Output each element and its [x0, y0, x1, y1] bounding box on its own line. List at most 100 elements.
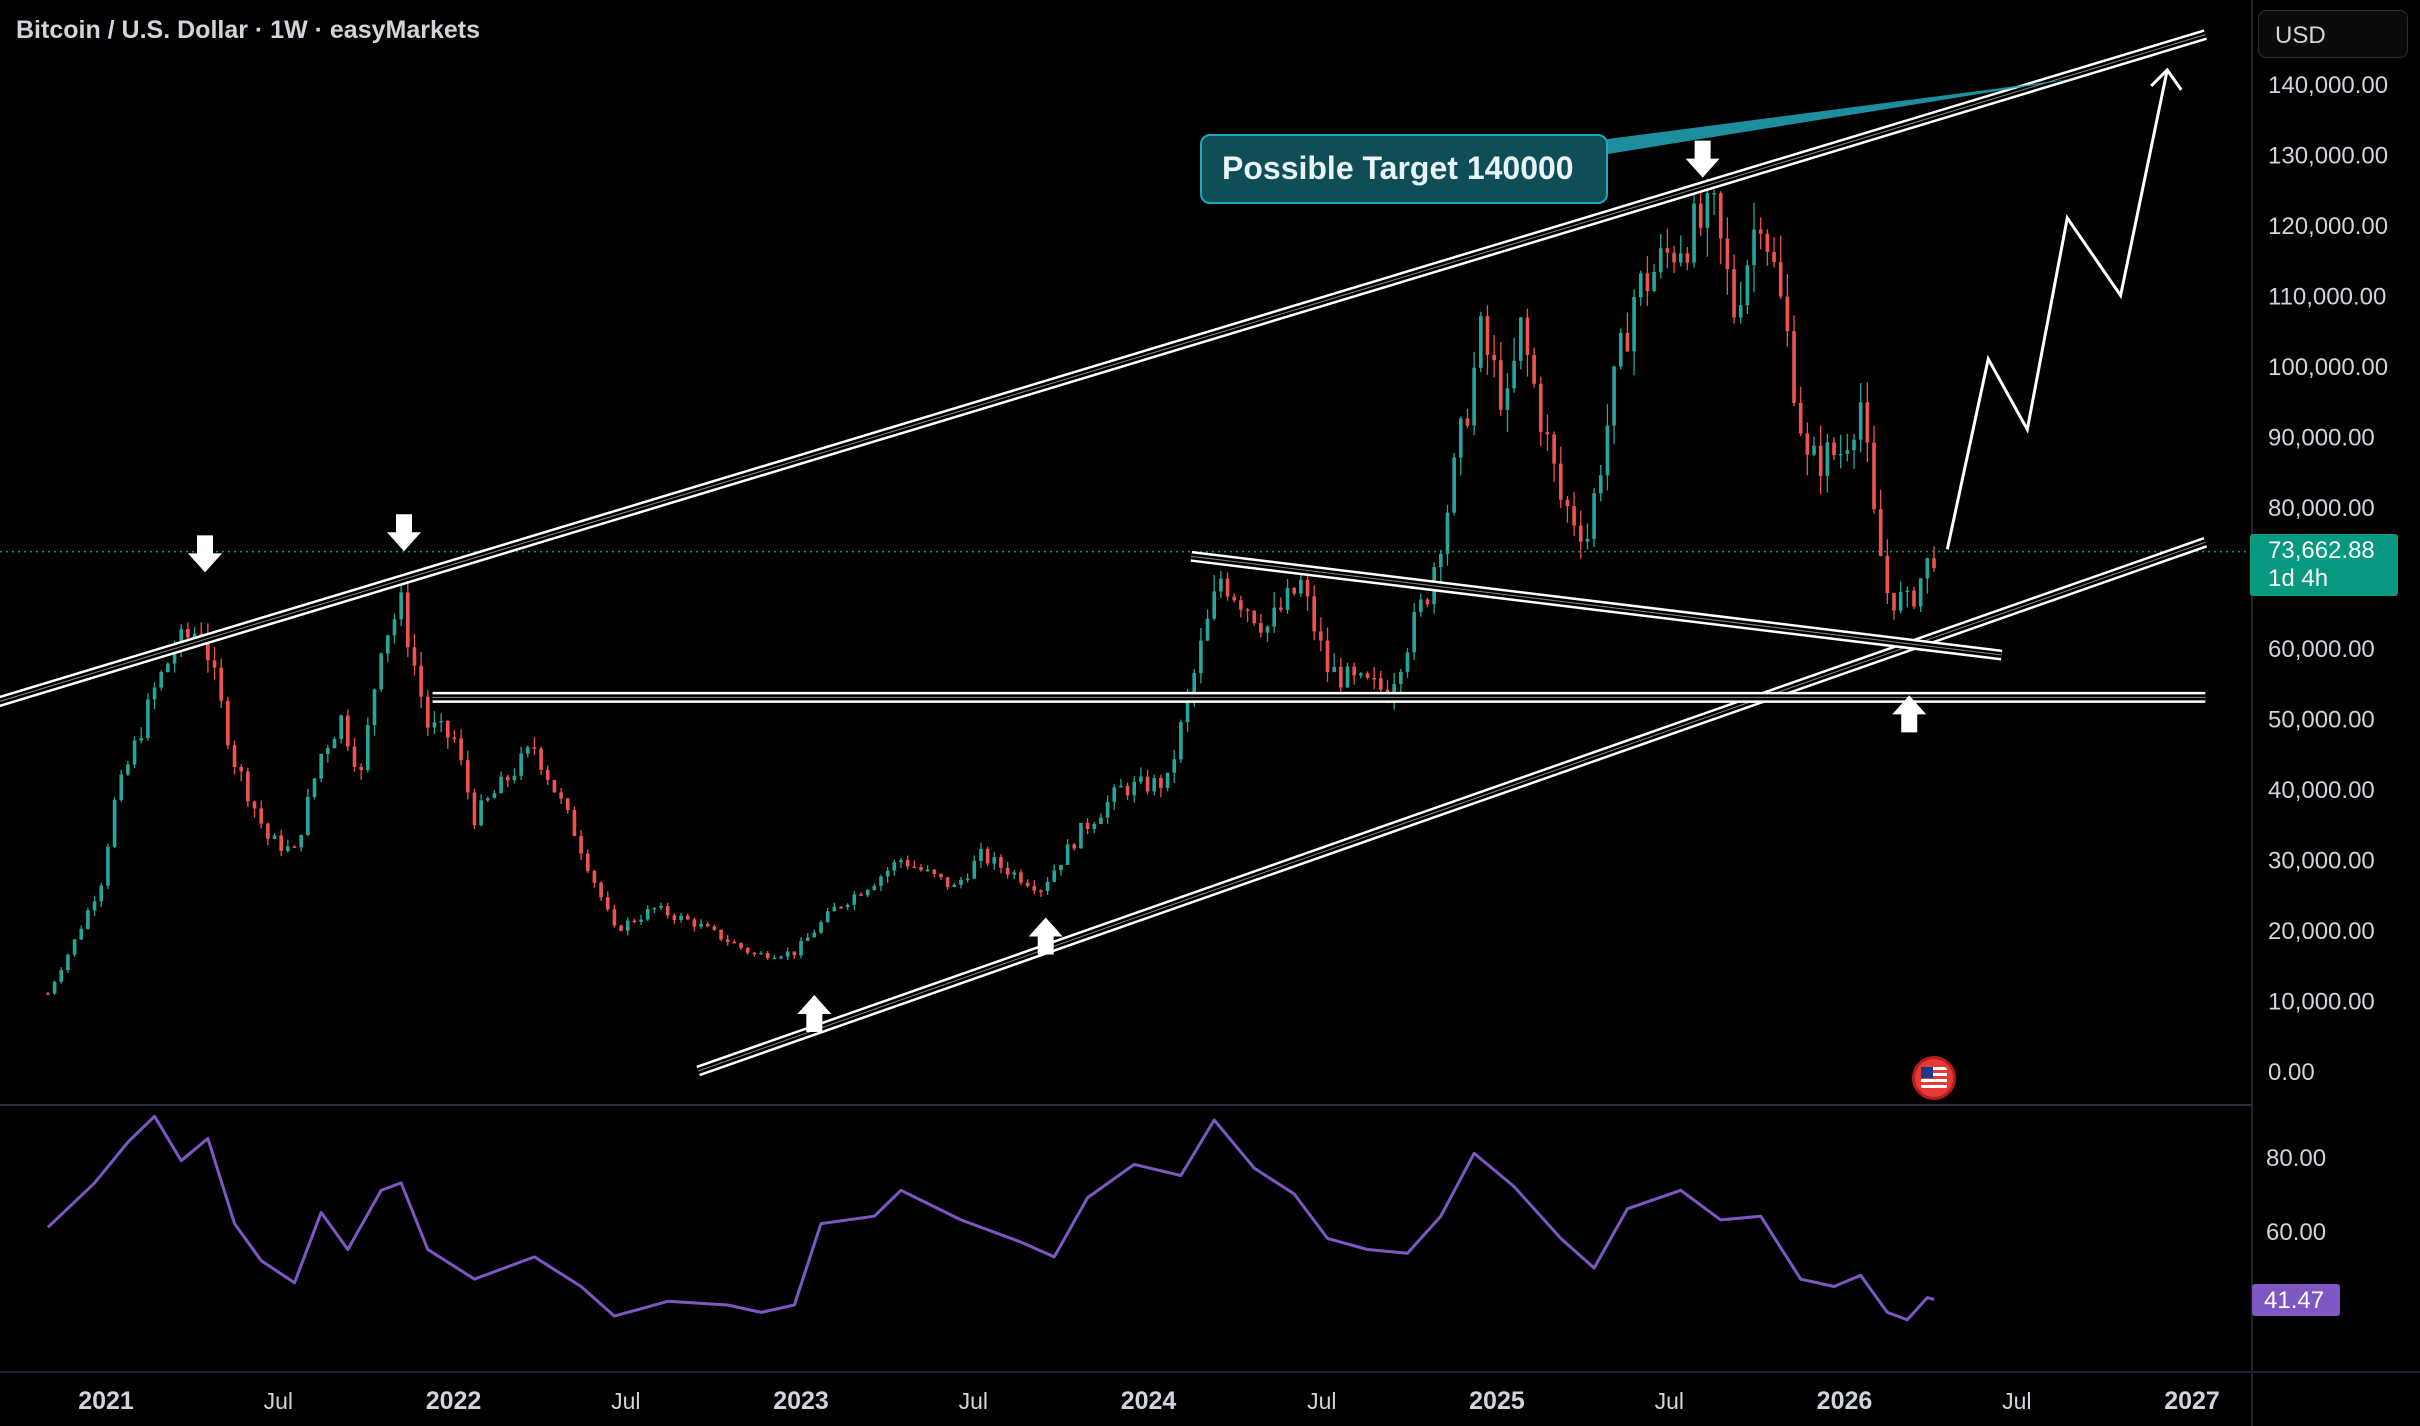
candle-body — [539, 748, 543, 770]
candle — [1498, 341, 1503, 417]
candle — [505, 774, 510, 788]
candle-body — [1125, 785, 1130, 796]
candle-body — [1572, 506, 1576, 526]
candle — [852, 891, 857, 911]
candle — [805, 933, 810, 942]
candle — [725, 934, 730, 946]
candle — [1105, 795, 1110, 824]
candle — [79, 925, 84, 941]
candle — [732, 939, 737, 944]
candle-body — [519, 753, 523, 776]
candle-body — [585, 853, 590, 872]
candle-body — [799, 940, 803, 956]
candle — [872, 883, 877, 891]
candle-body — [1252, 610, 1257, 624]
candle — [1472, 351, 1476, 436]
candle — [879, 874, 883, 892]
candle — [1159, 774, 1163, 798]
candle-body — [212, 660, 217, 668]
candle — [959, 876, 963, 889]
currency-button[interactable]: USD — [2258, 10, 2408, 58]
candle — [1439, 549, 1443, 584]
candle-body — [279, 835, 283, 851]
time-tick-label: 2025 — [1469, 1387, 1525, 1415]
candle — [1905, 586, 1910, 608]
candle-body — [472, 792, 477, 826]
candle-body — [692, 919, 697, 927]
time-tick-label: 2022 — [426, 1387, 482, 1415]
candle — [1738, 281, 1743, 324]
candle-body — [1139, 776, 1143, 782]
candle-body — [1179, 722, 1183, 760]
candle — [412, 633, 417, 676]
candle-body — [1545, 431, 1550, 435]
candle — [565, 797, 570, 814]
candle — [52, 980, 57, 995]
candle — [999, 854, 1003, 874]
axes: 140,000.00 130,000.00 120,000.00 110,000.00… — [78, 72, 2388, 1415]
candle-body — [1725, 238, 1730, 270]
candle-body — [1712, 193, 1716, 195]
candle — [1459, 416, 1463, 476]
candle — [212, 647, 217, 680]
symbol-title[interactable]: Bitcoin / U.S. Dollar · 1W · easyMarkets — [16, 16, 481, 44]
candle — [1412, 603, 1416, 660]
candle-body — [126, 764, 130, 775]
candle-body — [1718, 193, 1723, 239]
candle — [72, 939, 77, 957]
us-flag-icon[interactable] — [1912, 1056, 1956, 1100]
candle-body — [1792, 331, 1796, 403]
candle — [1832, 437, 1836, 461]
candle-body — [1538, 383, 1543, 432]
candle — [1325, 627, 1330, 683]
candle — [1592, 488, 1596, 548]
candle-body — [1219, 578, 1223, 592]
candle-body — [1898, 592, 1903, 611]
candle-body — [1059, 864, 1063, 871]
candle-body — [979, 848, 983, 861]
candle — [86, 907, 90, 930]
candle — [1645, 256, 1650, 306]
candle — [1858, 383, 1863, 453]
candle-body — [1279, 607, 1283, 610]
candle-body — [119, 774, 124, 800]
candle — [492, 790, 497, 799]
candle — [719, 929, 723, 942]
candle — [1658, 233, 1663, 279]
candle — [1852, 434, 1856, 469]
target-callout[interactable]: Possible Target 140000 — [1200, 134, 1608, 204]
candle-body — [226, 700, 230, 746]
candle-body — [292, 846, 297, 848]
candle — [1492, 334, 1496, 378]
candle-body — [1812, 445, 1816, 455]
candle — [126, 760, 130, 777]
time-tick-label: Jul — [611, 1388, 640, 1414]
candle-body — [326, 748, 330, 755]
candle-body — [679, 915, 683, 920]
price-tick-label: 110,000.00 — [2268, 284, 2386, 311]
candle-body — [925, 869, 930, 872]
candle-body — [1079, 822, 1083, 849]
candle — [359, 763, 363, 780]
candle-body — [1145, 776, 1150, 792]
candle-body — [206, 635, 210, 661]
candle-body — [759, 953, 763, 955]
candle-body — [1205, 618, 1210, 641]
price-tick-label: 60,000.00 — [2268, 636, 2375, 663]
candle-body — [1212, 591, 1217, 619]
candle — [1812, 436, 1816, 457]
candle — [1352, 662, 1356, 685]
candle-body — [999, 857, 1003, 868]
candle — [346, 709, 350, 752]
candle-body — [379, 653, 383, 690]
candle — [1925, 557, 1930, 594]
trendlines[interactable] — [0, 29, 2208, 1077]
candle — [1518, 316, 1523, 370]
candle-body — [1039, 890, 1043, 893]
candle-body — [525, 747, 530, 754]
candle-body — [885, 870, 890, 877]
candle-body — [66, 954, 70, 971]
candle — [106, 843, 110, 890]
